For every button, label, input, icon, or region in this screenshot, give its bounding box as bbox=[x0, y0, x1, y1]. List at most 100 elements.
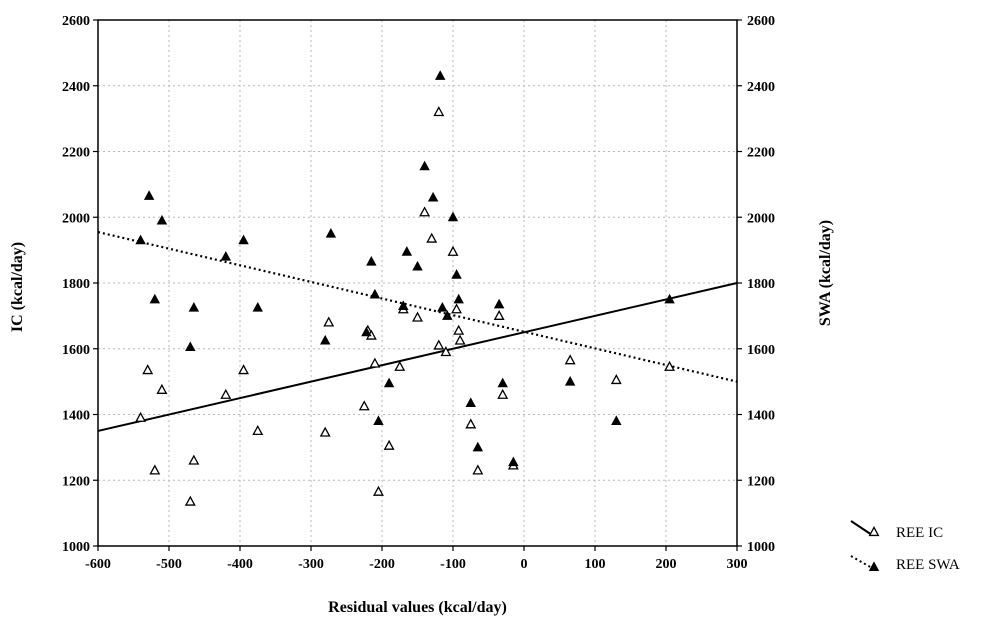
data-point-ree-swa bbox=[319, 334, 331, 345]
data-point-ree-ic bbox=[323, 316, 335, 327]
legend-label-ree-ic: REE IC bbox=[896, 525, 943, 541]
data-point-ree-ic bbox=[358, 400, 370, 411]
y-tick-label-right: 1400 bbox=[747, 409, 775, 424]
data-point-ree-swa bbox=[325, 228, 337, 238]
x-tick-label: -500 bbox=[156, 557, 182, 572]
regression-lines bbox=[97, 230, 738, 432]
data-point-ree-swa bbox=[437, 302, 448, 312]
data-point-ree-swa bbox=[143, 190, 155, 200]
data-point-ree-ic bbox=[220, 388, 232, 399]
legend-marker-filled-triangle bbox=[868, 561, 880, 571]
data-point-ree-swa bbox=[188, 302, 200, 312]
y-tick-label-right: 1200 bbox=[747, 474, 775, 489]
data-point-ree-ic bbox=[369, 357, 381, 368]
data-point-ree-ic bbox=[564, 354, 576, 365]
axis-ticks: -600 -500 -400 -300 -200 -100 0 100 200 300 1000 10… bbox=[62, 14, 775, 572]
data-point-ree-ic bbox=[394, 360, 406, 371]
y-tick-label-right: 1000 bbox=[747, 540, 775, 555]
y-tick-label-left: 1600 bbox=[62, 343, 90, 358]
data-points bbox=[135, 70, 676, 506]
data-point-ree-ic bbox=[188, 454, 200, 465]
legend-line-ree-swa bbox=[850, 555, 873, 569]
data-point-ree-ic bbox=[412, 311, 423, 322]
data-point-ree-swa bbox=[366, 255, 377, 266]
data-point-ree-ic bbox=[497, 388, 509, 399]
legend-item-ree-swa: REE SWA bbox=[850, 555, 960, 573]
data-point-ree-swa bbox=[497, 377, 508, 388]
x-tick-label: 100 bbox=[585, 557, 606, 572]
data-point-ree-ic bbox=[184, 495, 196, 506]
data-point-ree-swa bbox=[398, 300, 409, 310]
data-point-ree-ic bbox=[372, 485, 384, 496]
data-point-ree-swa bbox=[156, 214, 168, 225]
data-point-ree-swa bbox=[149, 293, 161, 304]
grid-lines bbox=[98, 20, 737, 546]
data-point-ree-swa bbox=[185, 341, 196, 352]
data-point-ree-swa bbox=[373, 415, 384, 426]
data-point-ree-swa bbox=[401, 246, 413, 256]
data-point-ree-ic bbox=[493, 309, 505, 320]
data-point-ree-swa bbox=[611, 415, 622, 426]
data-point-ree-swa bbox=[442, 310, 453, 320]
y-tick-label-right: 1800 bbox=[747, 277, 775, 292]
data-point-ree-swa bbox=[135, 234, 146, 245]
data-point-ree-swa bbox=[664, 293, 675, 304]
y-tick-label-right: 2000 bbox=[747, 211, 775, 226]
data-point-ree-swa bbox=[252, 302, 263, 312]
data-point-ree-swa bbox=[451, 269, 462, 279]
x-tick-label: -400 bbox=[227, 557, 253, 572]
data-point-ree-swa bbox=[220, 251, 232, 261]
y-tick-label-left: 2400 bbox=[62, 80, 90, 95]
x-tick-label: -100 bbox=[440, 557, 466, 572]
y-tick-label-right: 2200 bbox=[747, 146, 775, 161]
data-point-ree-ic bbox=[465, 418, 477, 429]
data-point-ree-ic bbox=[238, 364, 250, 375]
data-point-ree-ic bbox=[454, 334, 466, 345]
y-tick-label-left: 1800 bbox=[62, 277, 90, 292]
data-point-ree-swa bbox=[412, 260, 423, 271]
data-point-ree-ic bbox=[142, 364, 154, 375]
data-point-ree-ic bbox=[664, 360, 676, 371]
y-axis-title-left: IC (kcal/day) bbox=[9, 242, 26, 332]
data-point-ree-ic bbox=[135, 411, 147, 422]
data-point-ree-ic bbox=[383, 439, 395, 450]
data-point-ree-ic bbox=[453, 324, 465, 335]
data-point-ree-swa bbox=[493, 298, 505, 309]
x-tick-label: -600 bbox=[85, 557, 111, 572]
data-point-ree-ic bbox=[149, 464, 161, 475]
data-point-ree-ic bbox=[252, 424, 264, 436]
y-tick-label-right: 2600 bbox=[747, 14, 775, 29]
data-point-ree-ic bbox=[319, 426, 331, 437]
data-point-ree-ic bbox=[419, 206, 431, 217]
y-tick-label-left: 1400 bbox=[62, 409, 90, 424]
legend-item-ree-ic: REE IC bbox=[850, 520, 943, 541]
x-axis-title: Residual values (kcal/day) bbox=[328, 599, 507, 616]
regression-line-ree-ic bbox=[97, 282, 738, 432]
y-tick-label-left: 1000 bbox=[62, 540, 90, 555]
x-tick-label: 200 bbox=[656, 557, 677, 572]
data-point-ree-swa bbox=[369, 288, 381, 299]
data-point-ree-swa bbox=[427, 191, 439, 202]
data-point-ree-swa bbox=[419, 160, 430, 171]
data-point-ree-swa bbox=[465, 397, 476, 407]
x-tick-label: -200 bbox=[369, 557, 395, 572]
legend-label-ree-swa: REE SWA bbox=[896, 557, 960, 573]
x-tick-label: -300 bbox=[298, 557, 324, 572]
data-point-ree-ic bbox=[440, 346, 452, 357]
data-point-ree-swa bbox=[564, 375, 576, 386]
legend-marker-open-triangle bbox=[868, 526, 880, 537]
data-point-ree-ic bbox=[156, 383, 168, 394]
data-point-ree-ic bbox=[610, 374, 622, 385]
x-tick-label: 300 bbox=[727, 557, 748, 572]
data-point-ree-swa bbox=[508, 456, 519, 467]
data-point-ree-swa bbox=[361, 326, 372, 337]
y-tick-label-right: 2400 bbox=[747, 80, 775, 95]
data-point-ree-swa bbox=[453, 293, 464, 304]
data-point-ree-swa bbox=[238, 234, 249, 245]
y-tick-label-left: 2600 bbox=[62, 14, 90, 29]
data-point-ree-swa bbox=[472, 441, 484, 452]
y-axis-title-right: SWA (kcal/day) bbox=[817, 220, 834, 326]
data-point-ree-ic bbox=[426, 232, 438, 243]
regression-line-ree-swa bbox=[97, 230, 738, 383]
data-point-ree-swa bbox=[383, 377, 395, 388]
